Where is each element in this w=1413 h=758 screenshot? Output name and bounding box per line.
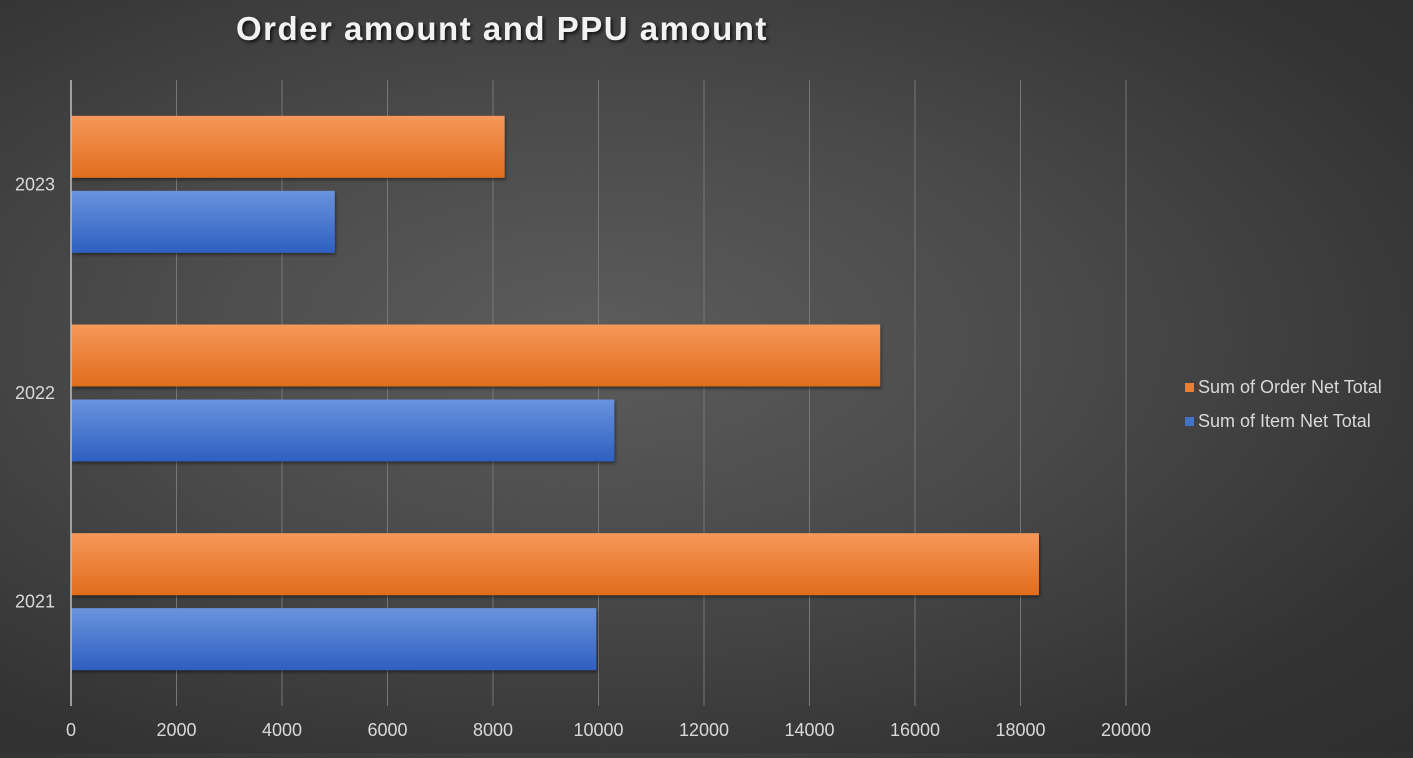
x-tick-label: 0	[66, 720, 76, 740]
x-tick-label: 8000	[473, 720, 513, 740]
bar-order-net-total-2023	[71, 115, 505, 178]
chart-title: Order amount and PPU amount	[236, 10, 768, 47]
bar-order-net-total-2022	[71, 324, 881, 387]
x-tick-label: 2000	[156, 720, 196, 740]
legend-swatch	[1185, 383, 1194, 392]
x-tick-label: 16000	[890, 720, 940, 740]
x-tick-label: 4000	[262, 720, 302, 740]
bar-item-net-total-2023	[71, 190, 335, 253]
x-tick-label: 10000	[573, 720, 623, 740]
y-tick-label: 2023	[15, 174, 55, 194]
x-tick-label: 18000	[995, 720, 1045, 740]
x-tick-label: 14000	[784, 720, 834, 740]
x-tick-label: 6000	[367, 720, 407, 740]
y-tick-label: 2022	[15, 383, 55, 403]
legend-label: Sum of Item Net Total	[1198, 411, 1371, 431]
x-tick-label: 12000	[679, 720, 729, 740]
legend-label: Sum of Order Net Total	[1198, 377, 1382, 397]
y-tick-label: 2021	[15, 592, 55, 612]
bar-item-net-total-2021	[71, 608, 597, 671]
bar-order-net-total-2021	[71, 533, 1039, 596]
x-tick-label: 20000	[1101, 720, 1151, 740]
bar-item-net-total-2022	[71, 399, 615, 462]
legend-swatch	[1185, 417, 1194, 426]
